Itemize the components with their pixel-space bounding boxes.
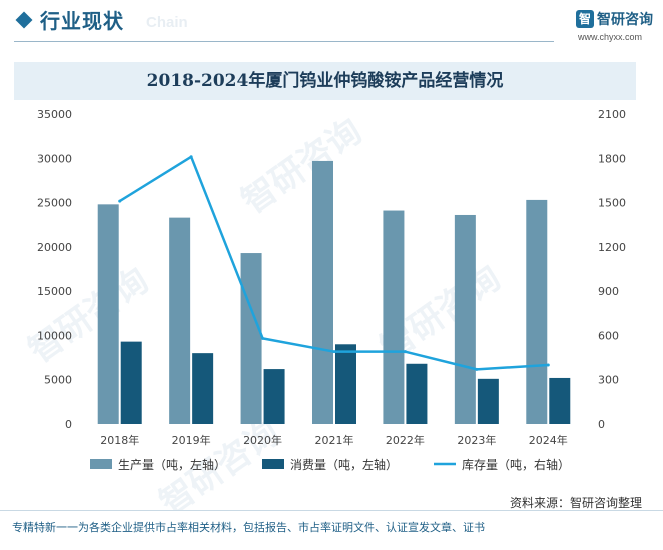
inventory-point xyxy=(546,363,550,367)
right-axis-tick-label: 600 xyxy=(598,329,619,342)
production-bar xyxy=(526,199,548,424)
x-axis-tick-label: 2022年 xyxy=(386,433,425,447)
left-axis-tick-label: 20000 xyxy=(37,241,72,254)
inventory-point xyxy=(118,199,122,203)
inventory-point xyxy=(332,350,336,354)
legend-inventory-label: 库存量（吨，右轴） xyxy=(462,457,570,472)
section-subtitle: Chain xyxy=(146,14,188,31)
inventory-point xyxy=(261,336,265,340)
x-axis-tick-label: 2024年 xyxy=(529,433,568,447)
left-axis-tick-label: 15000 xyxy=(37,285,72,298)
production-bar xyxy=(383,210,405,424)
brand-logo-icon: 智 xyxy=(576,10,594,28)
production-bar xyxy=(240,253,262,424)
legend-consumption-swatch xyxy=(262,459,284,469)
footer-text: 专精特新一一为各类企业提供市占率相关材料，包括报告、市占率证明文件、认证宣发文章… xyxy=(12,521,485,534)
consumption-bar xyxy=(192,353,214,424)
right-axis-tick-label: 1800 xyxy=(598,152,626,165)
footer-bar: 专精特新一一为各类企业提供市占率相关材料，包括报告、市占率证明文件、认证宣发文章… xyxy=(0,510,663,547)
left-axis-tick-label: 35000 xyxy=(37,108,72,121)
production-bar xyxy=(454,214,476,424)
right-axis-tick-label: 1200 xyxy=(598,241,626,254)
source-note: 资料来源：智研咨询整理 xyxy=(510,496,643,510)
brand: 智 智研咨询 www.chyxx.com xyxy=(576,8,662,42)
right-axis-tick-label: 0 xyxy=(598,418,605,431)
x-axis-tick-label: 2020年 xyxy=(243,433,282,447)
inventory-point xyxy=(403,350,407,354)
production-bar xyxy=(312,160,333,424)
consumption-bar xyxy=(477,378,499,424)
brand-name: 智研咨询 xyxy=(597,12,653,28)
left-axis-tick-label: 5000 xyxy=(44,374,72,387)
production-bar xyxy=(169,217,191,424)
consumption-bar xyxy=(263,369,285,424)
right-axis-tick-label: 1500 xyxy=(598,197,626,210)
right-axis-tick-label: 900 xyxy=(598,285,619,298)
consumption-bar xyxy=(549,377,571,424)
x-axis-tick-label: 2023年 xyxy=(457,433,496,447)
production-bar xyxy=(97,204,119,424)
consumption-bar xyxy=(120,341,142,424)
inventory-point xyxy=(189,155,193,159)
right-axis-tick-label: 300 xyxy=(598,374,619,387)
header-divider xyxy=(14,41,554,42)
chart-title-band: 2018-2024年厦门钨业仲钨酸铵产品经营情况 xyxy=(14,62,636,100)
right-axis-tick-label: 2100 xyxy=(598,108,626,121)
left-axis-tick-label: 0 xyxy=(65,418,72,431)
legend-production-swatch xyxy=(90,459,112,469)
x-axis-tick-label: 2019年 xyxy=(172,433,211,447)
consumption-bar xyxy=(406,363,428,424)
page-header: 行业现状 Chain 智 智研咨询 www.chyxx.com xyxy=(0,0,663,44)
chart-title: 2018-2024年厦门钨业仲钨酸铵产品经营情况 xyxy=(146,71,504,91)
inventory-point xyxy=(475,367,479,371)
legend-consumption-label: 消费量（吨，左轴） xyxy=(290,457,398,472)
legend-production-label: 生产量（吨，左轴） xyxy=(118,457,226,472)
left-axis-tick-label: 30000 xyxy=(37,152,72,165)
x-axis-tick-label: 2021年 xyxy=(315,433,354,447)
section-title: 行业现状 xyxy=(40,9,124,33)
x-axis-tick-label: 2018年 xyxy=(100,433,139,447)
brand-url: www.chyxx.com xyxy=(578,32,643,42)
consumption-bar xyxy=(335,344,356,424)
left-axis-tick-label: 25000 xyxy=(37,197,72,210)
left-axis-tick-label: 10000 xyxy=(37,329,72,342)
